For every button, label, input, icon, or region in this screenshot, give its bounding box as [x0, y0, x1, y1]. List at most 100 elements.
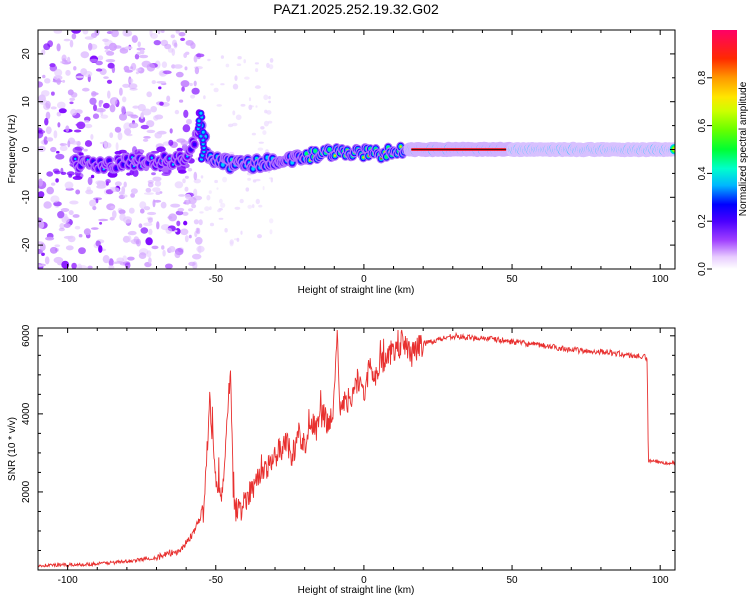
spectrogram-noise-blob [262, 130, 267, 136]
spectrogram-noise-blob [184, 193, 192, 199]
spectrogram-noise-blob [111, 187, 120, 192]
spectrogram-noise-blob [134, 53, 140, 60]
spectrogram-noise-blob [49, 246, 58, 254]
spectrogram-noise-blob [109, 132, 114, 139]
spectrogram-noise-blob [113, 261, 118, 264]
spectrogram-noise-blob [175, 30, 180, 34]
spectrogram-noise-blob [263, 94, 269, 101]
snr-y-tick-label: 2000 [21, 480, 32, 503]
spectrogram-noise-blob [106, 79, 113, 84]
spectrogram-noise-blob [114, 126, 122, 133]
spectrogram-noise-blob [191, 87, 200, 95]
spectrogram-noise-blob [265, 149, 269, 153]
spectrogram-noise-blob [156, 146, 166, 153]
spectrogram-noise-blob [146, 63, 156, 72]
spectrogram-noise-blob [52, 168, 60, 173]
spectrogram-ridge-blob [362, 156, 365, 159]
spectrogram-noise-blob [43, 43, 51, 51]
spectrogram-x-tick-label: 100 [652, 274, 669, 285]
spectrogram-ridge-blob [380, 157, 382, 160]
spectrogram-noise-blob [57, 122, 61, 128]
spectrogram-noise-blob [78, 234, 83, 238]
spectrogram-noise-blob [162, 249, 166, 257]
spectrogram-noise-blob [165, 263, 173, 269]
spectrogram-noise-blob [73, 129, 82, 133]
snr-series-line [38, 329, 675, 568]
spectrogram-noise-blob [168, 246, 176, 253]
spectrogram-noise-blob [143, 136, 151, 139]
spectrogram-noise-blob [135, 68, 142, 72]
spectrogram-noise-blob [188, 261, 196, 266]
spectrogram-noise-blob [193, 80, 197, 87]
spectrogram-noise-blob [247, 204, 253, 209]
spectrogram-noise-blob [58, 227, 65, 232]
spectrogram-noise-blob [269, 58, 274, 63]
spectrogram-noise-blob [263, 120, 269, 127]
spectrogram-noise-blob [58, 108, 67, 114]
spectrogram-noise-blob [180, 228, 189, 236]
spectrogram-noise-blob [105, 59, 116, 63]
spectrogram-noise-blob [65, 69, 71, 76]
spectrogram-noise-blob [260, 126, 265, 130]
spectrogram-noise-blob [69, 97, 76, 102]
spectrogram-noise-blob [174, 251, 181, 259]
spectrogram-noise-blob [225, 63, 230, 68]
spectrogram-noise-blob [157, 30, 161, 35]
spectrogram-noise-blob [51, 182, 56, 186]
spectrogram-noise-blob [257, 234, 262, 239]
spectrogram-noise-blob [74, 225, 81, 230]
spectrogram-noise-blob [245, 187, 250, 192]
spectrogram-noise-blob [240, 230, 243, 235]
spectrogram-noise-blob [165, 227, 173, 234]
colorbar-tick-label: 0.4 [697, 166, 708, 180]
spectrogram-x-ticks: -100 -50 0 50 100 [37, 30, 669, 285]
spectrogram-noise-blob [220, 202, 226, 208]
spectrogram-noise-blob [189, 82, 193, 87]
spectrogram-noise-blob [239, 198, 244, 204]
spectrogram-noise-blob [56, 150, 60, 154]
spectrogram-noise-blob [124, 262, 131, 269]
spectrogram-noise-blob [236, 63, 242, 66]
spectrogram-noise-blob [132, 105, 140, 109]
spectrogram-noise-blob [147, 211, 157, 216]
spectrogram-noise-blob [209, 222, 215, 227]
spectrogram-noise-blob [194, 66, 200, 75]
spectrogram-noise-blob [103, 140, 108, 149]
spectrogram-y-tick-label: -20 [21, 237, 32, 252]
spectrogram-noise-blob [151, 80, 156, 85]
spectrogram-noise-blob [55, 153, 65, 160]
spectrogram-noise-blob [178, 194, 186, 197]
spectrogram-noise-blob [143, 222, 153, 227]
spectrogram-noise-blob [213, 87, 219, 93]
spectrogram-noise-blob [38, 264, 44, 267]
spectrogram-noise-blob [80, 51, 90, 59]
spectrogram-noise-blob [151, 172, 156, 176]
spectrogram-noise-blob [56, 78, 61, 85]
spectrogram-noise-blob [270, 177, 273, 183]
snr-x-tick-label: -50 [209, 575, 224, 586]
spectrogram-noise-blob [195, 227, 199, 234]
spectrogram-noise-blob [184, 175, 189, 179]
spectrogram-noise-blob [207, 58, 211, 62]
spectrogram-noise-blob [108, 258, 114, 267]
spectrogram-noise-blob [43, 136, 48, 145]
spectrogram-noise-blob [46, 137, 54, 142]
spectrogram-noise-blob [118, 113, 128, 121]
spectrogram-noise-blob [154, 180, 162, 187]
spectrogram-noise-blob [95, 60, 103, 66]
spectrogram-noise-blob [122, 194, 128, 198]
spectrogram-noise-blob [206, 194, 211, 201]
spectrogram-noise-blob [95, 240, 101, 247]
spectrogram-noise-blob [255, 105, 258, 108]
spectrogram-ridge-blob [333, 154, 336, 157]
spectrogram-noise-blob [161, 61, 168, 68]
spectrogram-ridge-blob [399, 145, 402, 148]
spectrogram-noise-blob [251, 204, 255, 209]
spectrogram-noise-blob [83, 148, 88, 152]
colorbar: 0.0 0.2 0.4 0.6 0.8 Normalized spectral ampl… [697, 30, 749, 276]
snr-y-tick-label: 6000 [21, 324, 32, 347]
spectrogram-noise-blob [65, 245, 74, 251]
spectrogram-noise-blob [78, 247, 86, 255]
spectrogram-ridge-blob [251, 166, 255, 171]
spectrogram-noise-blob [122, 236, 130, 243]
